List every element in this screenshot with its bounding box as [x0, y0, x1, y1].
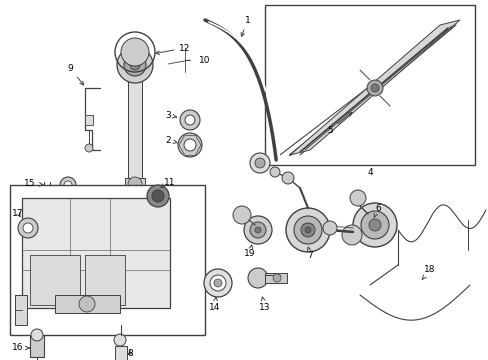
Text: 18: 18	[421, 266, 435, 279]
Polygon shape	[289, 20, 459, 155]
Circle shape	[18, 218, 38, 238]
Circle shape	[282, 172, 293, 184]
Text: 2: 2	[165, 135, 177, 144]
Text: 6: 6	[373, 203, 380, 218]
Circle shape	[272, 274, 281, 282]
Circle shape	[254, 227, 261, 233]
Bar	[30, 335, 44, 357]
Circle shape	[184, 115, 195, 125]
Text: 17: 17	[12, 208, 24, 217]
Circle shape	[232, 206, 250, 224]
Circle shape	[128, 177, 142, 191]
Text: 3: 3	[165, 111, 176, 120]
Circle shape	[370, 84, 378, 92]
Circle shape	[249, 153, 269, 173]
Text: 9: 9	[67, 63, 83, 85]
Bar	[30, 255, 80, 305]
Circle shape	[352, 203, 396, 247]
Circle shape	[79, 296, 95, 312]
Circle shape	[85, 144, 93, 152]
Circle shape	[180, 110, 200, 130]
Circle shape	[247, 268, 267, 288]
Bar	[264, 273, 286, 283]
Circle shape	[152, 190, 163, 202]
Circle shape	[178, 133, 202, 157]
Circle shape	[305, 227, 310, 233]
Circle shape	[147, 185, 169, 207]
Circle shape	[293, 216, 321, 244]
Circle shape	[60, 177, 76, 193]
Circle shape	[64, 181, 72, 189]
Text: 10: 10	[199, 55, 210, 64]
Circle shape	[254, 158, 264, 168]
Circle shape	[269, 167, 280, 177]
Bar	[55, 295, 120, 313]
Circle shape	[130, 60, 140, 70]
Bar	[15, 295, 27, 325]
Bar	[85, 115, 93, 125]
Bar	[125, 178, 145, 190]
Circle shape	[244, 216, 271, 244]
Circle shape	[214, 279, 222, 287]
Bar	[115, 346, 127, 360]
Bar	[85, 255, 125, 305]
Bar	[22, 198, 170, 308]
Text: 4: 4	[366, 167, 372, 176]
Circle shape	[360, 211, 388, 239]
Circle shape	[249, 222, 265, 238]
Bar	[128, 75, 142, 185]
Circle shape	[323, 221, 336, 235]
Text: 19: 19	[244, 245, 255, 257]
Circle shape	[301, 223, 314, 237]
Circle shape	[23, 223, 33, 233]
Bar	[264, 5, 474, 165]
Text: 15: 15	[24, 179, 43, 188]
Circle shape	[124, 54, 146, 76]
Circle shape	[183, 139, 196, 151]
Text: 14: 14	[209, 297, 220, 312]
Text: 8: 8	[127, 348, 133, 357]
Circle shape	[203, 269, 231, 297]
Circle shape	[366, 80, 382, 96]
Circle shape	[349, 190, 365, 206]
Circle shape	[31, 329, 43, 341]
Circle shape	[368, 219, 380, 231]
Text: 5: 5	[326, 112, 351, 135]
Bar	[10, 185, 204, 335]
Text: 13: 13	[259, 297, 270, 312]
Text: 1: 1	[241, 15, 250, 36]
Text: 16: 16	[12, 343, 29, 352]
Text: 12: 12	[156, 44, 190, 54]
Circle shape	[285, 208, 329, 252]
Circle shape	[117, 47, 153, 83]
Circle shape	[209, 275, 225, 291]
Text: 11: 11	[161, 177, 175, 188]
Circle shape	[121, 38, 149, 66]
Circle shape	[341, 225, 361, 245]
Circle shape	[114, 334, 126, 346]
Text: 7: 7	[306, 247, 312, 260]
